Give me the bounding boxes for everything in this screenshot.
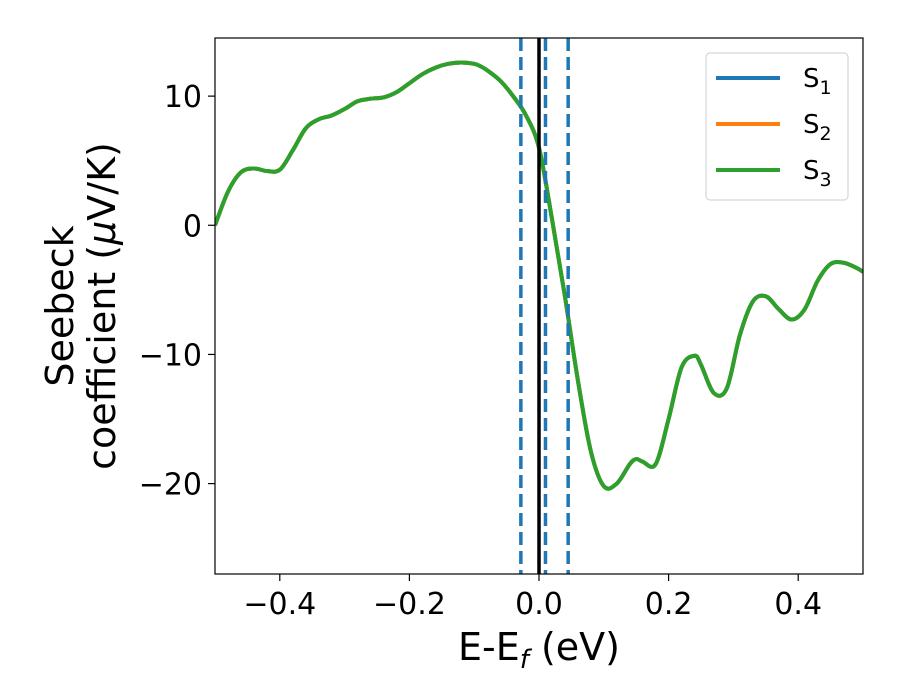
x-axis-label: E-Ef (eV) [458,625,620,675]
y-tick-label: 10 [164,80,202,115]
x-tick-label: 0.2 [645,587,693,622]
vertical-lines [519,38,570,574]
y-tick-label: −10 [139,338,202,373]
legend-label-s1: S1 [803,64,832,99]
y-axis-label-line2-post: V/K) [80,142,124,221]
x-tick-label: −0.4 [243,587,316,622]
x-tick-label: 0.4 [774,587,822,622]
legend-label-s2: S2 [803,110,832,145]
y-axis-label: Seebeck coefficient (μV/K) [38,142,124,470]
legend: S1 S2 S3 [705,52,849,201]
x-axis-label-tail: (eV) [529,625,620,669]
series-line-s3 [215,60,863,491]
x-tick-label: −0.2 [373,587,446,622]
curves [215,60,863,491]
y-axis-label-line2: coefficient (μV/K) [80,142,124,470]
x-tick-label: 0.0 [515,587,563,622]
x-axis-label-main: E-E [458,625,520,669]
legend-box [705,52,849,201]
y-axis-label-line1: Seebeck [38,225,82,386]
y-tick-label: −20 [139,468,202,503]
y-tick-label: 0 [183,209,202,244]
legend-label-s3: S3 [803,156,832,191]
y-axis-ticks: −20 −10 0 10 [139,80,215,503]
y-axis-label-mu: μ [80,221,124,246]
x-axis-ticks: −0.4 −0.2 0.0 0.2 0.4 [243,574,822,622]
y-axis-label-line2-pre: coefficient ( [80,245,124,470]
